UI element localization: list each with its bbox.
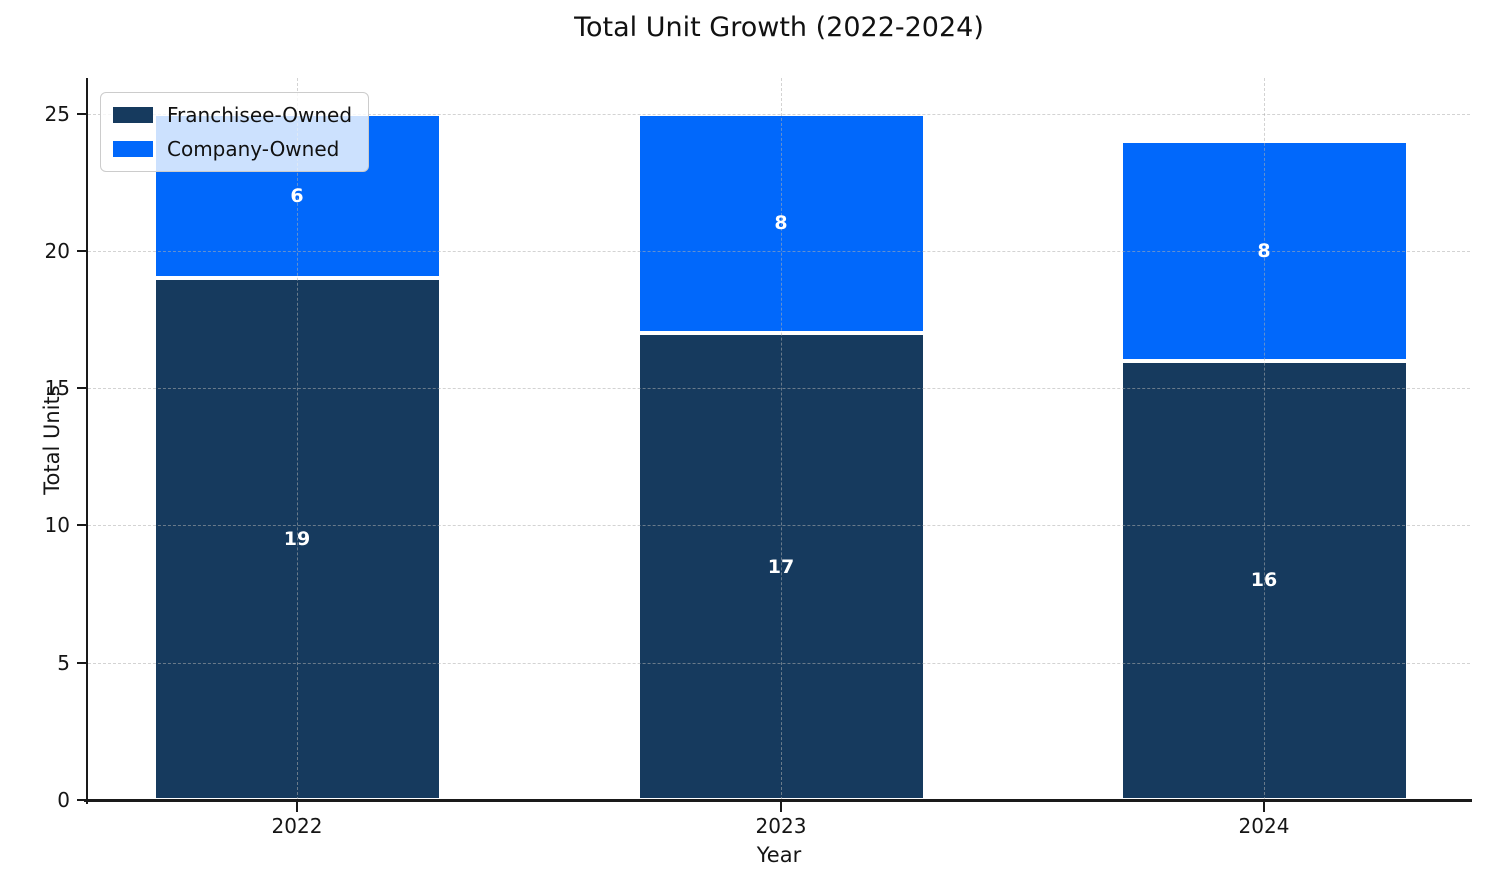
y-axis-tick xyxy=(77,249,86,252)
bar-value-label: 8 xyxy=(1257,239,1271,262)
y-axis-tick xyxy=(77,112,86,115)
x-axis-tick xyxy=(1263,802,1265,812)
y-gridline xyxy=(88,113,1470,115)
bar-value-label: 17 xyxy=(767,555,795,578)
y-tick-label: 10 xyxy=(44,513,70,538)
x-axis-tick xyxy=(296,802,298,812)
y-tick-label: 0 xyxy=(57,788,70,812)
y-axis-tick xyxy=(77,387,86,390)
y-tick-label: 5 xyxy=(57,650,70,675)
legend: Franchisee-Owned Company-Owned xyxy=(100,92,370,172)
x-gridline xyxy=(1264,78,1265,800)
y-gridline xyxy=(88,525,1470,527)
y-tick-label: 25 xyxy=(44,101,70,126)
legend-label-franchisee-owned: Franchisee-Owned xyxy=(167,103,353,127)
y-axis-spine xyxy=(86,78,88,804)
y-axis-tick xyxy=(77,661,86,664)
chart-title: Total Unit Growth (2022-2024) xyxy=(574,12,984,43)
x-axis-spine xyxy=(84,799,1472,802)
y-tick-label: 15 xyxy=(44,376,70,401)
bar-value-label: 8 xyxy=(774,212,788,235)
plot-area: Franchisee-Owned Company-Owned 0 5 10 15 20 2… xyxy=(45,78,1472,838)
bar-value-label: 16 xyxy=(1250,569,1278,592)
x-tick-label: 2023 xyxy=(755,814,807,838)
y-tick-label: 20 xyxy=(44,238,70,263)
y-axis-tick xyxy=(77,524,86,527)
y-gridline xyxy=(88,662,1470,664)
y-gridline xyxy=(88,388,1470,390)
legend-swatch-company-owned xyxy=(113,141,153,157)
bar-value-label: 6 xyxy=(290,185,304,208)
x-axis-label: Year xyxy=(756,843,802,867)
bar-value-label: 19 xyxy=(283,528,311,551)
legend-label-company-owned: Company-Owned xyxy=(167,137,340,161)
legend-item-company-owned: Company-Owned xyxy=(113,137,352,161)
legend-item-franchisee-owned: Franchisee-Owned xyxy=(113,103,352,127)
x-gridline xyxy=(781,78,782,800)
x-gridline xyxy=(297,78,298,800)
y-gridline xyxy=(88,250,1470,252)
y-axis-tick xyxy=(77,799,86,801)
x-axis-tick xyxy=(780,802,782,812)
legend-swatch-franchisee-owned xyxy=(113,107,153,123)
x-tick-label: 2022 xyxy=(271,814,323,838)
x-tick-label: 2024 xyxy=(1238,814,1290,838)
